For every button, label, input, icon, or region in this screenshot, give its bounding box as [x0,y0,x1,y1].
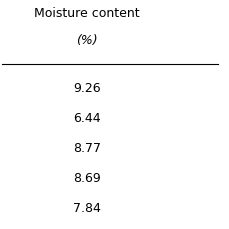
Text: 8.77: 8.77 [73,142,101,155]
Text: 8.69: 8.69 [73,172,101,185]
Text: 7.84: 7.84 [73,202,101,215]
Text: 9.26: 9.26 [73,82,101,95]
Text: 6.44: 6.44 [73,112,101,125]
Text: (%): (%) [76,34,98,47]
Text: Moisture content: Moisture content [34,7,140,20]
